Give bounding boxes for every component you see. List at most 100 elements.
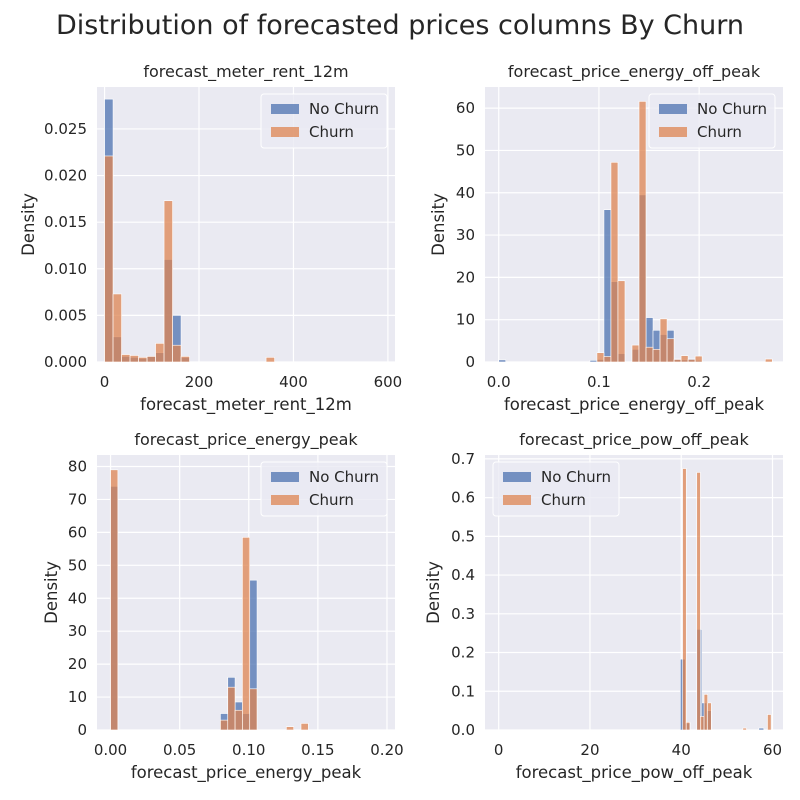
y-tick-label: 0.5 [451,527,475,545]
histogram-bar [603,209,612,363]
y-tick-label: 20 [68,655,87,673]
histogram-bar [129,355,139,363]
legend-label: No Churn [697,100,767,118]
y-tick-label: 40 [456,184,475,202]
legend-label: No Churn [309,100,379,118]
x-axis-label: forecast_price_energy_off_peak [504,395,764,415]
y-tick-label: 40 [68,589,87,607]
histogram-bar [638,101,647,363]
histogram-bar [249,688,258,731]
histogram-bar [286,726,294,731]
histogram-bar [180,356,190,363]
histogram-bar [300,723,309,731]
series-churn [110,469,309,731]
histogram-bar [589,360,598,363]
figure-title: Distribution of forecasted prices column… [55,10,744,41]
y-tick-label: 0.025 [44,120,87,138]
x-tick-label: 0.1 [587,373,611,391]
legend-label: Churn [697,123,742,141]
histogram-bar [685,721,691,731]
histogram-bar [610,162,619,363]
x-axis-label: forecast_meter_rent_12m [140,395,352,415]
y-tick-label: 0 [465,353,475,371]
legend-swatch [271,104,299,114]
legend-swatch [271,495,299,505]
histogram-bar [112,293,122,363]
x-tick-label: 40 [672,741,691,759]
histogram-bar [227,686,236,731]
legend: No Churn Churn [260,93,388,149]
legend-label: Churn [309,123,354,141]
legend-label: Churn [309,491,354,509]
legend-label: No Churn [541,468,611,486]
legend: No Churn Churn [648,93,776,149]
legend-swatch [659,127,687,137]
histogram-bar [703,694,709,731]
y-tick-label: 0.000 [44,353,87,371]
histogram-bar [652,349,661,363]
y-tick-label: 80 [68,458,87,476]
x-tick-label: 600 [374,373,403,391]
y-tick-label: 30 [68,622,87,640]
x-tick-label: 20 [580,741,599,759]
histogram-bar [645,346,654,363]
subplot-title: forecast_meter_rent_12m [143,62,348,82]
histogram-bar [666,338,675,363]
histogram-bar [603,356,612,363]
y-tick-label: 10 [456,311,475,329]
y-tick-label: 0.7 [451,450,475,468]
histogram-bar [234,709,243,731]
subplot-1: 0 200 400 600 0.000 0.005 0.010 0.015 0.020 0.025… [19,62,402,415]
y-tick-label: 0.0 [451,721,475,739]
y-tick-label: 10 [68,688,87,706]
x-tick-label: 400 [279,373,308,391]
series-churn [682,468,772,731]
y-tick-label: 30 [456,226,475,244]
subplot-title: forecast_price_energy_peak [134,430,358,450]
subplot-title: forecast_price_pow_off_peak [519,430,749,450]
histogram-bar [687,359,696,363]
histogram-bar [617,280,626,363]
y-tick-label: 0.005 [44,306,87,324]
y-tick-label: 0.2 [451,644,475,662]
histogram-bar [673,359,682,363]
legend: No Churn Churn [492,461,620,517]
subplot-2: 0.0 0.1 0.2 0 10 20 30 40 50 60 forecast_price_ene… [429,62,783,415]
subplot-3: 0.00 0.05 0.10 0.15 0.20 0 10 20 30 40 50 60 70 80 for… [42,430,404,783]
legend-label: No Churn [309,468,379,486]
subplot-4: 0 20 40 60 0.0 0.1 0.2 0.3 0.4 0.5 0.6 0.7 forecast_… [424,430,783,783]
y-tick-label: 0.1 [451,682,475,700]
y-tick-label: 0.015 [44,213,87,231]
histogram-bar [631,344,640,363]
y-tick-label: 60 [456,99,475,117]
y-tick-label: 20 [456,268,475,286]
x-tick-label: 0 [494,741,504,759]
histogram-bar [758,727,765,731]
legend-label: Churn [541,491,586,509]
histogram-bar [696,472,701,731]
histogram-bar [742,727,747,731]
legend-swatch [271,127,299,137]
histogram-bar [707,702,712,731]
legend-swatch [659,104,687,114]
y-tick-label: 0 [77,721,87,739]
x-tick-label: 0.20 [370,741,403,759]
y-tick-label: 50 [456,141,475,159]
x-axis-label: forecast_price_energy_peak [131,763,362,783]
histogram-bar [146,356,156,363]
x-tick-label: 0.10 [232,741,265,759]
series-churn [596,101,773,363]
x-tick-label: 0.15 [301,741,334,759]
y-axis-label: Density [429,193,448,256]
histogram-bar [220,719,229,731]
histogram-bar [767,714,772,731]
subplot-title: forecast_price_energy_off_peak [508,62,761,82]
y-tick-label: 0.4 [451,566,475,584]
series-churn [104,155,275,363]
histogram-bar [172,344,182,363]
y-tick-label: 70 [68,490,87,508]
x-tick-label: 0.05 [163,741,196,759]
x-tick-label: 0.2 [687,373,711,391]
